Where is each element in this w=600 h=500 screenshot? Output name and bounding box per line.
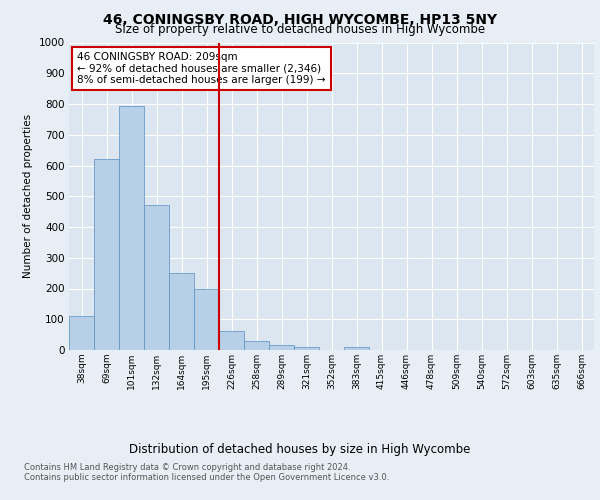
Text: 46, CONINGSBY ROAD, HIGH WYCOMBE, HP13 5NY: 46, CONINGSBY ROAD, HIGH WYCOMBE, HP13 5… [103,12,497,26]
Bar [244,342,269,350]
Bar [219,330,244,350]
Text: Contains HM Land Registry data © Crown copyright and database right 2024.: Contains HM Land Registry data © Crown c… [24,462,350,471]
Bar [194,288,219,350]
Text: Contains public sector information licensed under the Open Government Licence v3: Contains public sector information licen… [24,472,389,482]
Y-axis label: Number of detached properties: Number of detached properties [23,114,33,278]
Bar [69,316,94,350]
Text: Size of property relative to detached houses in High Wycombe: Size of property relative to detached ho… [115,22,485,36]
Text: 46 CONINGSBY ROAD: 209sqm
← 92% of detached houses are smaller (2,346)
8% of sem: 46 CONINGSBY ROAD: 209sqm ← 92% of detac… [77,52,325,85]
Bar [294,347,319,350]
Text: Distribution of detached houses by size in High Wycombe: Distribution of detached houses by size … [130,442,470,456]
Bar [344,347,369,350]
Bar [144,206,169,350]
Bar [119,106,144,350]
Bar [169,273,194,350]
Bar [269,345,294,350]
Bar [94,160,119,350]
